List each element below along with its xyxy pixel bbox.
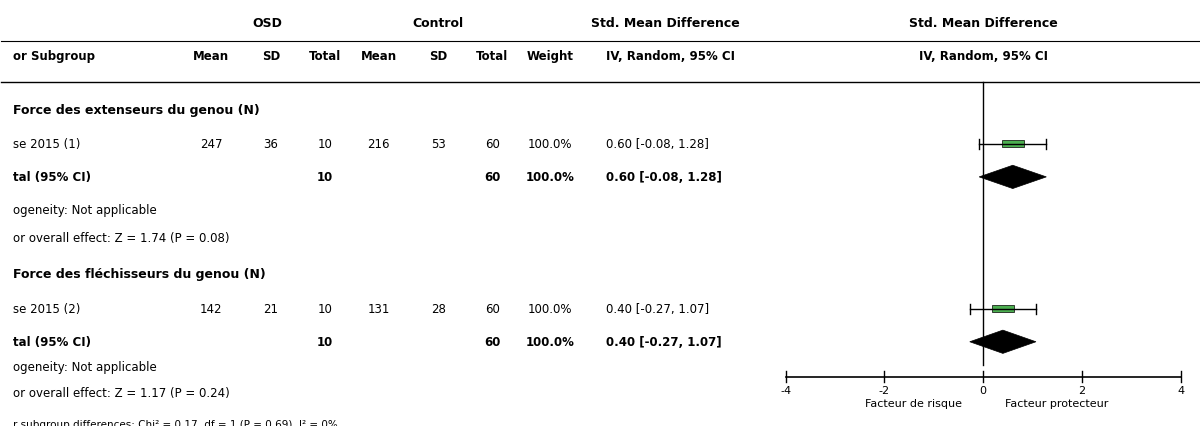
- Text: Total: Total: [476, 50, 509, 63]
- Text: 0.40 [-0.27, 1.07]: 0.40 [-0.27, 1.07]: [606, 302, 709, 316]
- Text: Control: Control: [413, 17, 464, 30]
- Text: tal (95% CI): tal (95% CI): [13, 171, 91, 184]
- Text: 10: 10: [317, 138, 332, 151]
- Text: OSD: OSD: [252, 17, 282, 30]
- Text: 0.40 [-0.27, 1.07]: 0.40 [-0.27, 1.07]: [606, 335, 721, 348]
- Polygon shape: [979, 166, 1046, 189]
- Text: Std. Mean Difference: Std. Mean Difference: [592, 17, 740, 30]
- Text: 0: 0: [979, 385, 986, 395]
- Text: 60: 60: [485, 302, 499, 316]
- Text: 216: 216: [367, 138, 390, 151]
- Text: IV, Random, 95% CI: IV, Random, 95% CI: [919, 50, 1048, 63]
- Text: 21: 21: [263, 302, 278, 316]
- Text: 60: 60: [484, 171, 500, 184]
- Text: IV, Random, 95% CI: IV, Random, 95% CI: [606, 50, 734, 63]
- Text: 100.0%: 100.0%: [526, 335, 574, 348]
- Text: -2: -2: [878, 385, 890, 395]
- Text: r subgroup differences: Chi² = 0.17, df = 1 (P = 0.69), I² = 0%: r subgroup differences: Chi² = 0.17, df …: [13, 419, 338, 426]
- Text: or overall effect: Z = 1.17 (P = 0.24): or overall effect: Z = 1.17 (P = 0.24): [13, 386, 230, 399]
- Text: SD: SD: [430, 50, 448, 63]
- Text: 2: 2: [1079, 385, 1086, 395]
- Text: 10: 10: [317, 171, 332, 184]
- Text: 4: 4: [1177, 385, 1184, 395]
- Text: 247: 247: [199, 138, 222, 151]
- Text: ogeneity: Not applicable: ogeneity: Not applicable: [13, 204, 157, 217]
- Text: SD: SD: [262, 50, 280, 63]
- Text: 0.60 [-0.08, 1.28]: 0.60 [-0.08, 1.28]: [606, 171, 722, 184]
- Polygon shape: [970, 330, 1036, 354]
- Text: or overall effect: Z = 1.74 (P = 0.08): or overall effect: Z = 1.74 (P = 0.08): [13, 231, 230, 244]
- Text: 60: 60: [485, 138, 499, 151]
- Text: 100.0%: 100.0%: [528, 302, 572, 316]
- FancyBboxPatch shape: [1002, 141, 1024, 148]
- Text: 28: 28: [431, 302, 446, 316]
- Text: Force des fléchisseurs du genou (N): Force des fléchisseurs du genou (N): [13, 268, 266, 281]
- Text: se 2015 (1): se 2015 (1): [13, 138, 80, 151]
- FancyBboxPatch shape: [992, 305, 1014, 313]
- Text: or Subgroup: or Subgroup: [13, 50, 95, 63]
- Text: 100.0%: 100.0%: [526, 171, 574, 184]
- Text: Force des extenseurs du genou (N): Force des extenseurs du genou (N): [13, 103, 260, 116]
- Text: Mean: Mean: [360, 50, 396, 63]
- Text: 131: 131: [367, 302, 390, 316]
- Text: 10: 10: [317, 302, 332, 316]
- Text: ogeneity: Not applicable: ogeneity: Not applicable: [13, 361, 157, 374]
- Text: 100.0%: 100.0%: [528, 138, 572, 151]
- Text: 10: 10: [317, 335, 332, 348]
- Text: Total: Total: [308, 50, 341, 63]
- Text: 36: 36: [263, 138, 278, 151]
- Text: Weight: Weight: [527, 50, 574, 63]
- Text: -4: -4: [780, 385, 791, 395]
- Text: Mean: Mean: [193, 50, 229, 63]
- Text: 53: 53: [431, 138, 445, 151]
- Text: tal (95% CI): tal (95% CI): [13, 335, 91, 348]
- Text: 0.60 [-0.08, 1.28]: 0.60 [-0.08, 1.28]: [606, 138, 709, 151]
- Text: Std. Mean Difference: Std. Mean Difference: [908, 17, 1057, 30]
- Text: Facteur protecteur: Facteur protecteur: [1004, 398, 1108, 408]
- Text: se 2015 (2): se 2015 (2): [13, 302, 80, 316]
- Text: 60: 60: [484, 335, 500, 348]
- Text: 142: 142: [199, 302, 222, 316]
- Text: Facteur de risque: Facteur de risque: [864, 398, 961, 408]
